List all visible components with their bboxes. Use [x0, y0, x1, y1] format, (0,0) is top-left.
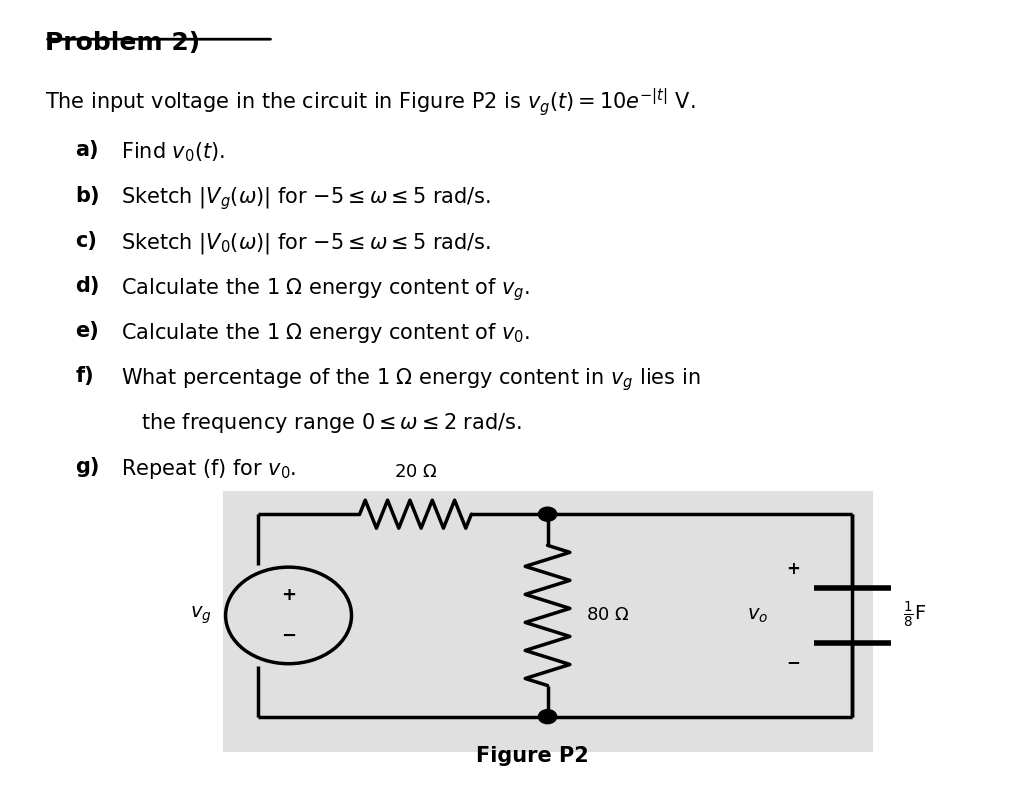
Text: +: + [786, 560, 801, 578]
Text: Find $v_0(t)$.: Find $v_0(t)$. [121, 140, 225, 164]
Text: Repeat (f) for $v_0$.: Repeat (f) for $v_0$. [121, 456, 296, 481]
Text: Calculate the 1 $\Omega$ energy content of $v_g$.: Calculate the 1 $\Omega$ energy content … [121, 276, 530, 303]
Text: $v_g$: $v_g$ [189, 604, 211, 626]
Text: Figure P2: Figure P2 [476, 746, 589, 766]
Text: Calculate the 1 $\Omega$ energy content of $v_0$.: Calculate the 1 $\Omega$ energy content … [121, 321, 530, 345]
FancyBboxPatch shape [222, 491, 872, 752]
Text: −: − [281, 626, 296, 645]
Text: a): a) [75, 140, 98, 161]
Text: What percentage of the 1 $\Omega$ energy content in $v_g$ lies in: What percentage of the 1 $\Omega$ energy… [121, 366, 700, 393]
Text: +: + [281, 586, 296, 604]
Text: e): e) [75, 321, 99, 341]
Text: c): c) [75, 231, 97, 251]
Text: the frequency range $0 \leq \omega \leq 2$ rad/s.: the frequency range $0 \leq \omega \leq … [141, 412, 522, 435]
Text: 80 $\Omega$: 80 $\Omega$ [586, 607, 630, 624]
Circle shape [539, 507, 557, 521]
Text: b): b) [75, 186, 99, 205]
Text: The input voltage in the circuit in Figure P2 is $v_g(t) =  10e^{-|t|}$ V.: The input voltage in the circuit in Figu… [45, 86, 695, 118]
Text: $\frac{1}{8}$F: $\frac{1}{8}$F [903, 600, 927, 630]
Text: $v_o$: $v_o$ [748, 606, 768, 625]
Text: g): g) [75, 456, 99, 477]
Text: d): d) [75, 276, 99, 296]
Text: −: − [786, 653, 801, 671]
Text: f): f) [75, 366, 94, 386]
Text: 20 $\Omega$: 20 $\Omega$ [393, 464, 437, 482]
Text: Sketch $|V_0(\omega)|$ for $-5 \leq \omega \leq 5$ rad/s.: Sketch $|V_0(\omega)|$ for $-5 \leq \ome… [121, 231, 490, 256]
Text: Problem 2): Problem 2) [45, 31, 200, 55]
Circle shape [539, 710, 557, 724]
Text: Sketch $|V_g(\omega)|$ for $-5 \leq \omega \leq 5$ rad/s.: Sketch $|V_g(\omega)|$ for $-5 \leq \ome… [121, 186, 490, 212]
